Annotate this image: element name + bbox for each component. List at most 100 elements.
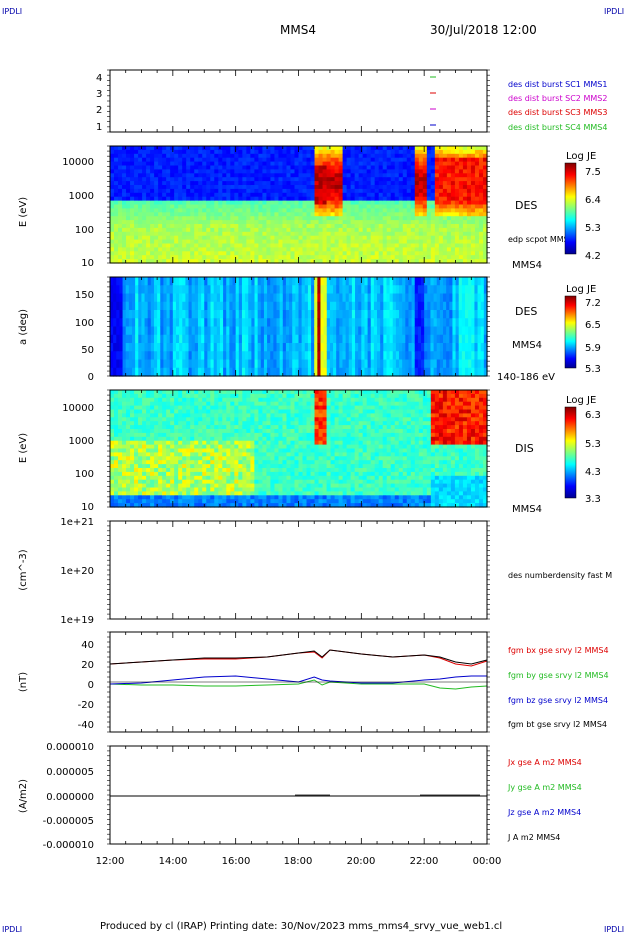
spacecraft-label: MMS4: [512, 260, 542, 271]
legend-entry: Jy gse A m2 MMS4: [507, 783, 582, 792]
colorbar-tick: 3.3: [585, 494, 601, 505]
corner-label-bottom-left: IPDLI: [2, 925, 22, 934]
x-tick-label: 16:00: [222, 856, 251, 867]
legend-entry: des dist burst SC2 MMS2: [508, 94, 607, 103]
y-tick-label: 3: [96, 89, 102, 100]
legend-entry: fgm bt gse srvy l2 MMS4: [508, 720, 607, 729]
footer-text: Produced by cl (IRAP) Printing date: 30/…: [100, 921, 502, 932]
y-tick-label: 1: [96, 122, 102, 133]
y-tick-label: 1000: [69, 191, 94, 202]
panel-des-pitch-angle: a (deg) 150 100 50 0 DES MMS4 140-186 eV…: [18, 276, 601, 383]
y-tick-label: 10: [81, 258, 94, 269]
y-tick-label: 4: [96, 73, 102, 84]
spectrogram-image: [110, 390, 488, 508]
legend-entry: des numberdensity fast M: [508, 571, 612, 580]
colorbar: [564, 295, 577, 369]
y-axis-label: (cm^-3): [18, 549, 29, 590]
y-tick-label: 0.000000: [46, 792, 94, 803]
instrument-label: DES: [515, 199, 537, 212]
colorbar-tick: 5.9: [585, 343, 601, 354]
y-tick-label: 1e+21: [60, 517, 94, 528]
y-axis-label: a (deg): [18, 309, 29, 345]
y-tick-label: -0.000010: [43, 840, 94, 851]
series-line: [109, 675, 487, 685]
y-tick-label: 100: [75, 318, 94, 329]
axis-ticks: [107, 69, 490, 845]
colorbar-title: Log JE: [566, 284, 596, 295]
legend-entry: des dist burst SC4 MMS4: [508, 123, 607, 132]
y-axis-label: (nT): [18, 672, 29, 692]
series-line: [109, 649, 488, 667]
panel-number-density: (cm^-3) 1e+21 1e+20 1e+19 des numberdens…: [18, 517, 612, 626]
spectrogram-image: [110, 146, 488, 264]
y-tick-label: 0.000005: [46, 767, 94, 778]
x-tick-label: 14:00: [159, 856, 188, 867]
colorbar-tick: 5.3: [585, 364, 601, 375]
colorbar-title: Log JE: [566, 395, 596, 406]
colorbar: [564, 162, 577, 255]
y-tick-label: -0.000005: [43, 816, 94, 827]
colorbar-tick: 7.2: [585, 298, 601, 309]
corner-label-bottom-right: IPDLI: [604, 925, 624, 934]
y-tick-label: 0: [88, 372, 94, 383]
legend-entry: fgm by gse srvy l2 MMS4: [508, 671, 609, 680]
colorbar-tick: 6.4: [585, 195, 601, 206]
corner-label-top-left: IPDLI: [2, 7, 22, 16]
series-line: [109, 649, 488, 665]
y-tick-label: 10000: [62, 403, 94, 414]
y-axis: 4 3 2 1: [96, 73, 102, 133]
legend-entry: Jx gse A m2 MMS4: [507, 758, 582, 767]
y-tick-label: 1e+19: [60, 615, 94, 626]
x-tick-label: 22:00: [410, 856, 439, 867]
colorbar-tick: 6.3: [585, 410, 601, 421]
legend-entry: des dist burst SC3 MMS3: [508, 108, 607, 117]
x-tick-label: 12:00: [96, 856, 125, 867]
x-tick-label: 18:00: [284, 856, 313, 867]
legend-entry: fgm bx gse srvy l2 MMS4: [508, 646, 609, 655]
y-tick-label: 10000: [62, 157, 94, 168]
y-tick-label: 100: [75, 469, 94, 480]
panel-burst-availability: 4 3 2 1 des dist burst SC1 MMS1 des dist…: [96, 69, 607, 133]
spectrogram-image: [110, 277, 488, 377]
colorbar-tick: 5.3: [585, 223, 601, 234]
instrument-label: DIS: [515, 442, 534, 455]
y-tick-label: 2: [96, 105, 102, 116]
colorbar-tick: 6.5: [585, 320, 601, 331]
panel-dis-energy-spectrogram: E (eV) 10000 1000 100 10 DIS MMS4 Log JE…: [18, 389, 601, 515]
y-tick-label: 100: [75, 225, 94, 236]
legend-entry: J A m2 MMS4: [507, 833, 560, 842]
y-tick-label: 10: [81, 502, 94, 513]
panel-current-density: (A/m2) 0.000010 0.000005 0.000000 -0.000…: [18, 742, 582, 867]
y-tick-label: 50: [81, 345, 94, 356]
y-axis-label: E (eV): [18, 197, 29, 227]
y-tick-label: 20: [81, 660, 94, 671]
y-axis-label: (A/m2): [18, 779, 29, 813]
colorbar-title: Log JE: [566, 151, 596, 162]
panel-magnetic-field: (nT) 40 20 0 -20 -40 fgm bx gse srvy l2 …: [18, 631, 609, 733]
corner-label-top-right: IPDLI: [604, 7, 624, 16]
colorbar-tick: 4.2: [585, 251, 601, 262]
x-tick-label: 20:00: [347, 856, 376, 867]
colorbar: [564, 406, 577, 499]
instrument-label: DES: [515, 305, 537, 318]
panel-des-energy-spectrogram: E (eV) 10000 1000 100 10 DES edp scpot M…: [18, 145, 601, 271]
legend-entry: fgm bz gse srvy l2 MMS4: [508, 696, 608, 705]
overlay-label: edp scpot MMS4: [508, 235, 574, 244]
energy-range-label: 140-186 eV: [497, 372, 555, 383]
x-tick-label: 00:00: [473, 856, 502, 867]
panel-frame: [109, 520, 488, 620]
y-tick-label: -40: [78, 720, 94, 731]
y-tick-label: -20: [78, 700, 94, 711]
series-line: [109, 679, 488, 690]
page-title: MMS4: [280, 23, 316, 37]
panel-frame: [109, 69, 488, 133]
y-tick-label: 0.000010: [46, 742, 94, 753]
y-tick-label: 150: [75, 290, 94, 301]
colorbar-tick: 7.5: [585, 167, 601, 178]
y-tick-label: 40: [81, 640, 94, 651]
legend-entry: des dist burst SC1 MMS1: [508, 80, 607, 89]
y-tick-label: 0: [88, 680, 94, 691]
y-tick-label: 1000: [69, 436, 94, 447]
spacecraft-label: MMS4: [512, 504, 542, 515]
